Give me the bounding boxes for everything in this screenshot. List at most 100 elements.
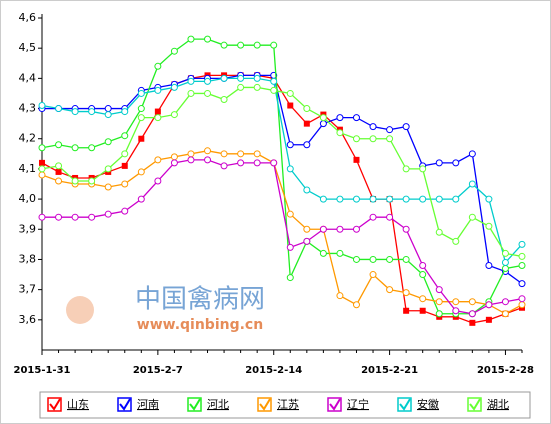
data-point [452,237,460,245]
legend-item[interactable]: 安徽 [397,397,439,412]
data-point [39,159,45,166]
data-point [369,123,377,131]
legend-item[interactable]: 江苏 [257,397,299,412]
legend-check [329,398,341,411]
data-point [237,159,245,167]
data-point [303,237,311,245]
data-point [336,129,344,137]
data-point [452,298,460,306]
data-point [55,213,63,221]
legend-item[interactable]: 湖北 [467,397,509,412]
data-point [303,120,310,127]
data-point [154,156,162,164]
data-point [137,89,145,97]
data-point [369,255,377,263]
data-point [88,108,96,116]
data-point [104,138,112,146]
data-point [170,83,178,91]
data-point [336,292,344,300]
data-point [518,240,526,248]
data-point [286,274,294,282]
data-point [204,77,212,85]
data-point [55,162,63,170]
data-point [187,89,195,97]
data-point [104,111,112,119]
x-tick-label: 2015-2-7 [133,365,183,376]
data-point [121,132,129,140]
x-tick-label: 2015-1-31 [13,365,70,376]
data-point [104,165,112,173]
data-point [402,255,410,263]
watermark-title: 中国禽病网 [135,285,265,315]
data-point [419,271,427,279]
data-point [468,150,476,158]
data-point [435,298,443,306]
data-point [485,316,492,323]
legend-item[interactable]: 河南 [117,397,159,412]
data-point [501,258,509,266]
legend-label: 安徽 [417,397,439,411]
legend-item[interactable]: 河北 [187,397,229,412]
data-point [319,120,327,128]
data-point [270,77,278,85]
data-point [336,114,344,122]
data-point [369,135,377,143]
data-point [253,74,261,82]
data-point [402,225,410,233]
data-point [121,162,128,169]
legend-label: 辽宁 [347,397,369,411]
data-point [187,77,195,85]
legend-check [469,398,481,411]
data-point [104,210,112,218]
data-point [452,159,460,167]
data-point [468,310,476,318]
x-tick-label: 2015-2-14 [245,365,302,376]
data-point [501,249,509,257]
watermark-logo [66,296,94,324]
y-tick-label: 3,9 [19,222,37,235]
legend-check [399,398,411,411]
legend-label: 山东 [67,398,89,411]
data-point [336,195,344,203]
y-tick-label: 3,7 [19,283,37,296]
data-point [319,249,327,257]
data-point [220,41,228,49]
data-point [88,144,96,152]
data-point [352,135,360,143]
data-point [270,159,278,167]
data-point [253,150,261,158]
data-point [402,165,410,173]
data-point [237,150,245,158]
data-point [452,195,460,203]
legend-check [189,398,201,411]
data-point [220,74,228,82]
data-point [485,301,493,309]
data-point [71,144,79,152]
data-point [138,135,145,142]
legend-item[interactable]: 山东 [47,397,89,412]
data-point [468,213,476,221]
y-tick-label: 4,1 [19,162,37,175]
y-tick-label: 4,0 [19,192,37,205]
data-point [518,261,526,269]
data-point [55,141,63,149]
data-point [468,180,476,188]
legend-item[interactable]: 辽宁 [327,397,369,412]
data-point [204,147,212,155]
data-point [369,271,377,279]
data-point [88,213,96,221]
data-point [386,135,394,143]
data-point [38,213,46,221]
data-point [518,301,526,309]
data-point [319,195,327,203]
data-point [170,159,178,167]
data-point [402,195,410,203]
legend-label: 江苏 [277,398,299,411]
legend-check [119,398,131,411]
data-point [386,213,394,221]
data-point [55,177,63,185]
data-point [154,108,161,115]
data-point [253,41,261,49]
data-point [303,141,311,149]
data-point [286,243,294,251]
